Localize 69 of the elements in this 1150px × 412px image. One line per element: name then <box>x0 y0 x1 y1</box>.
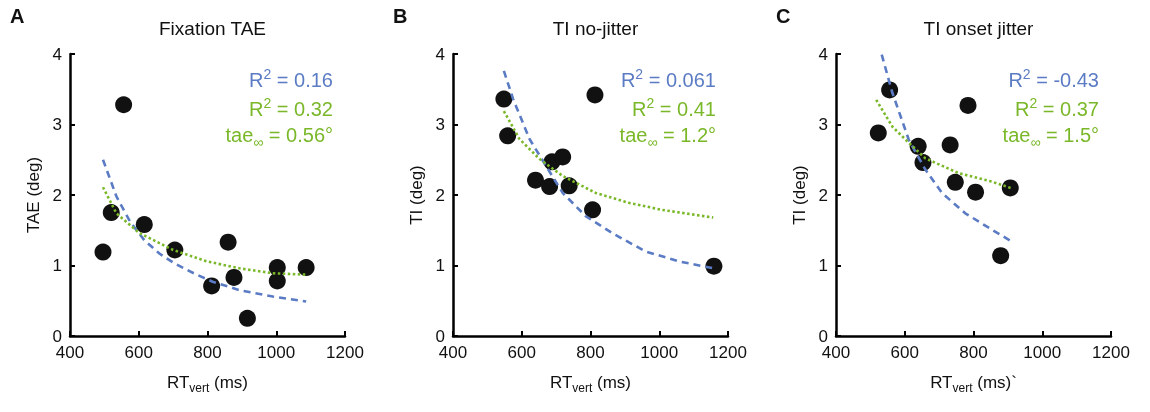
point <box>554 148 572 166</box>
y-tick-label: 2 <box>818 185 828 205</box>
y-axis-title: TAE (deg) <box>23 156 43 234</box>
text: C <box>776 5 791 27</box>
point <box>102 204 120 222</box>
x-tick-label: 1200 <box>326 343 364 362</box>
x-tick-label: 400 <box>438 343 468 362</box>
y-tick-label: 3 <box>52 115 62 134</box>
y-tick-label: 2 <box>52 185 62 205</box>
point <box>115 96 133 114</box>
point <box>560 177 578 195</box>
chart-title: TI no-jitter <box>552 18 639 39</box>
y-axis-title: TI (deg) <box>406 165 426 225</box>
chart-title: Fixation TAE <box>158 18 267 39</box>
y-tick-label: 2 <box>435 185 445 205</box>
point <box>967 183 985 201</box>
line-series <box>101 158 308 303</box>
y-tick-label: 0 <box>435 326 445 346</box>
y-tick-label: 3 <box>818 115 828 134</box>
annotation: tae∞ = 1.5° <box>1002 124 1099 150</box>
x-tick-label: 400 <box>821 343 851 362</box>
y-tick-label: 4 <box>435 44 445 64</box>
point <box>541 178 559 196</box>
y-tick-label: 4 <box>818 44 828 64</box>
point <box>94 243 112 261</box>
x-tick-label: 1000 <box>257 343 296 362</box>
point <box>705 257 723 275</box>
y-tick-label: 1 <box>52 256 62 275</box>
point <box>869 124 887 142</box>
text: A <box>10 5 25 27</box>
chart-title: TI onset jitter <box>923 18 1035 39</box>
y-tick-label: 1 <box>818 256 828 275</box>
point <box>584 201 602 219</box>
point <box>219 233 237 251</box>
point <box>1001 179 1019 197</box>
point <box>499 127 517 145</box>
point <box>941 136 959 154</box>
point <box>495 90 513 108</box>
y-tick-label: 3 <box>435 115 445 134</box>
y-tick-label: 1 <box>435 256 445 275</box>
x-tick-label: 600 <box>124 343 153 362</box>
point <box>268 272 286 290</box>
x-tick-label: 800 <box>576 343 605 362</box>
y-tick-label: 0 <box>52 326 62 346</box>
point <box>992 247 1010 265</box>
point <box>527 171 544 189</box>
point <box>946 173 964 191</box>
annotation: tae∞ = 0.56° <box>225 124 333 150</box>
point <box>586 86 604 104</box>
point <box>238 309 256 327</box>
annotation: tae∞ = 1.2° <box>619 124 716 150</box>
x-tick-label: 1200 <box>1092 343 1130 362</box>
point <box>203 277 221 295</box>
x-tick-label: 800 <box>959 343 988 362</box>
y-tick-label: 0 <box>818 326 828 346</box>
y-axis-title: TI (deg) <box>789 165 809 225</box>
x-tick-label: 1000 <box>1023 343 1062 362</box>
point <box>297 259 315 277</box>
y-tick-label: 4 <box>52 44 62 64</box>
x-tick-label: 600 <box>507 343 536 362</box>
x-tick-label: 1000 <box>640 343 679 362</box>
point <box>225 268 243 286</box>
x-tick-label: 400 <box>55 343 85 362</box>
x-tick-label: 1200 <box>709 343 747 362</box>
text: B <box>393 5 408 27</box>
point <box>135 216 153 234</box>
point <box>959 96 977 114</box>
x-tick-label: 600 <box>890 343 919 362</box>
x-tick-label: 800 <box>193 343 222 362</box>
